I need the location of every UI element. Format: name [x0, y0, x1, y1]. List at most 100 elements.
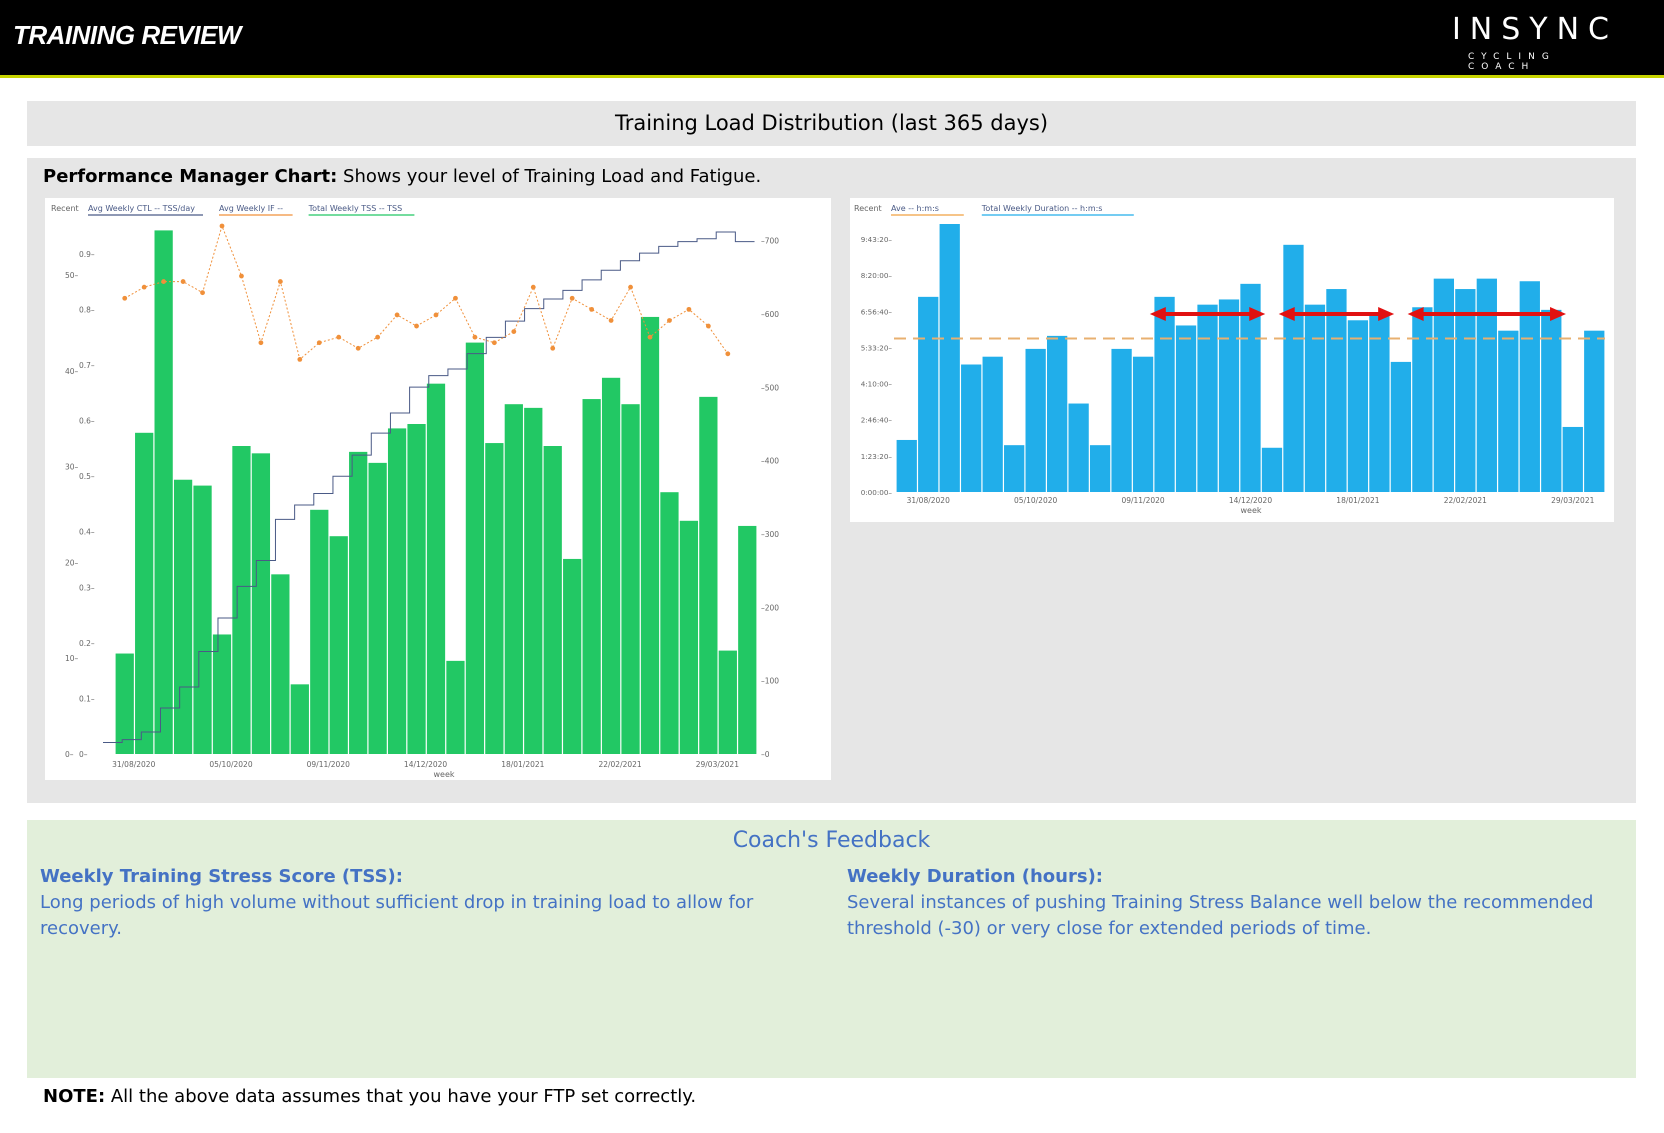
if-point [141, 284, 147, 290]
duration-bar [1304, 304, 1326, 492]
tss-bar [115, 653, 134, 754]
tss-bar [582, 399, 601, 754]
if-point [511, 329, 517, 334]
x-tick-label: 29/03/2021 [1551, 496, 1594, 505]
if-point [589, 306, 595, 312]
duration-bar [1154, 296, 1175, 492]
duration-bar [961, 364, 982, 492]
duration-bar [1584, 330, 1605, 492]
if-point [277, 279, 283, 284]
y-tick-label: 0:00:00– [861, 488, 893, 497]
tss-bar [387, 428, 407, 754]
x-tick-label: 31/08/2020 [907, 496, 950, 505]
if-tick-label: 0.3– [79, 583, 95, 592]
x-tick-label: 22/02/2021 [1444, 496, 1487, 505]
tss-tick-label: –600 [761, 310, 779, 319]
tss-bar [640, 316, 660, 754]
header-bar: TRAINING REVIEW INSYNC CYCLING COACH [0, 0, 1664, 78]
y-tick-label: 4:10:00– [861, 380, 893, 389]
weekly-duration-chart: Recent Ave -- h:m:s Total Weekly Duration … [850, 198, 1614, 522]
tss-bar [718, 650, 737, 754]
x-tick-label: 31/08/2020 [112, 760, 155, 769]
duration-bar [982, 356, 1003, 492]
logo-tagline: CYCLING COACH [1468, 52, 1556, 72]
red-arrow [1149, 307, 1266, 321]
if-point [472, 334, 478, 340]
if-point [491, 340, 497, 346]
tss-bar [738, 525, 757, 754]
performance-manager-chart: Recent Avg Weekly CTL -- TSS/day Avg Weekl… [45, 198, 831, 780]
duration-bar [1025, 348, 1046, 492]
tss-tick-label: –100 [761, 677, 779, 686]
coach-feedback-panel: Coach's Feedback Weekly Training Stress … [27, 820, 1636, 1078]
if-point [530, 284, 536, 290]
if-point [336, 334, 342, 340]
duration-bar [1433, 278, 1455, 492]
x-tick-label: 14/12/2020 [404, 760, 447, 769]
if-tick-label: 0.7– [79, 361, 95, 370]
duration-bar [1390, 361, 1412, 492]
tss-bar [310, 509, 329, 754]
legend-item: Total Weekly Duration -- h:m:s [981, 204, 1103, 213]
if-point [725, 351, 731, 357]
tss-bar [154, 230, 173, 754]
legend-item: Ave -- h:m:s [891, 204, 939, 213]
if-point [569, 295, 575, 301]
y-tick-label: 8:20:00– [861, 271, 893, 280]
arrow-head [1378, 307, 1395, 321]
duration-bar [1326, 289, 1347, 492]
tss-bar [232, 446, 251, 754]
x-tick-label: 14/12/2020 [1229, 496, 1272, 505]
if-point [200, 290, 205, 296]
note-label: NOTE: [43, 1086, 106, 1107]
feedback-duration-text: Several instances of pushing Training St… [847, 892, 1594, 939]
tss-bar [290, 684, 309, 754]
ctl-tick-label: 10– [65, 654, 79, 663]
legend-recent: Recent [51, 204, 79, 213]
insync-logo: INSYNC CYCLING COACH [1452, 14, 1618, 73]
legend-item: Total Weekly TSS -- TSS [308, 204, 403, 213]
duration-bar [1261, 447, 1283, 492]
feedback-title: Coach's Feedback [732, 828, 931, 853]
duration-bar [1369, 315, 1390, 492]
x-tick-label: 18/01/2021 [501, 760, 544, 769]
duration-bar [1283, 244, 1304, 492]
if-point [647, 334, 653, 340]
tss-bar [193, 485, 212, 754]
if-point [122, 295, 128, 301]
tss-bar [212, 634, 232, 754]
charts-panel: Performance Manager Chart: Shows your le… [27, 158, 1636, 803]
tss-bar [465, 342, 485, 754]
duration-bar [1455, 289, 1476, 492]
if-point [453, 295, 458, 301]
if-tick-label: 0.5– [79, 472, 95, 481]
y-tick-label: 9:43:20– [861, 235, 893, 244]
duration-bar [1068, 403, 1089, 492]
if-point [219, 223, 225, 229]
duration-bar [1089, 445, 1111, 492]
y-tick-label: 5:33:20– [861, 343, 893, 352]
tss-chart-svg: Recent Avg Weekly CTL -- TSS/day Avg Weekl… [51, 204, 779, 779]
feedback-duration-heading: Weekly Duration (hours): [847, 866, 1104, 887]
charts-caption: Performance Manager Chart: Shows your le… [43, 166, 761, 187]
tss-bar [446, 660, 465, 754]
if-tick-label: 0.9– [79, 250, 95, 259]
duration-bar [896, 439, 917, 492]
arrow-head [1149, 307, 1166, 321]
tss-bar [271, 574, 290, 754]
if-point [608, 318, 614, 323]
note-text: All the above data assumes that you have… [105, 1086, 697, 1107]
duration-bar [1175, 325, 1197, 492]
tss-tick-label: –200 [761, 603, 779, 612]
tss-tick-label: –400 [761, 457, 779, 466]
duration-bar [1498, 330, 1519, 492]
x-tick-label: 18/01/2021 [1336, 496, 1379, 505]
logo-wordmark: INSYNC [1451, 12, 1618, 47]
legend-item: Avg Weekly IF -- [219, 204, 283, 213]
footnote: NOTE: All the above data assumes that yo… [43, 1086, 696, 1107]
red-arrow [1278, 307, 1395, 321]
tss-bar [426, 383, 446, 754]
if-point [686, 306, 692, 312]
duration-bar [1004, 445, 1025, 492]
tss-bar [524, 407, 543, 754]
